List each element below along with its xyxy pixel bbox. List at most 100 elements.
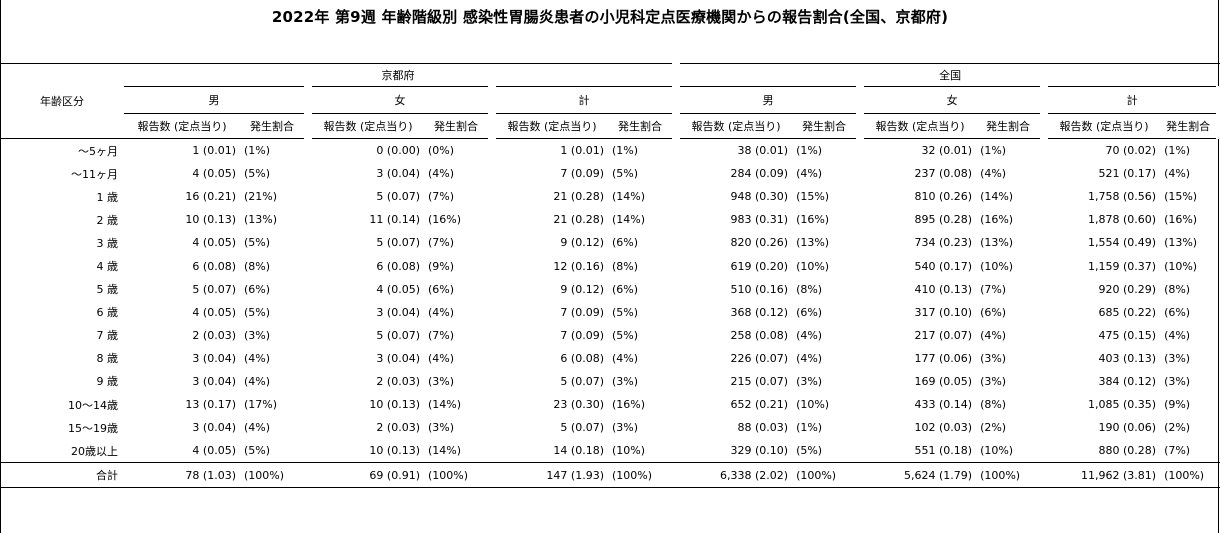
rate-cell: (100%) [1160,462,1220,489]
count-cell: 368 (0.12) [730,305,789,319]
age-label: 〜5ヶ月 [78,144,118,158]
count-cell: 5 (0.07) [376,328,420,342]
right-border [1218,0,1219,533]
rate-cell: (4%) [244,351,271,365]
rate-cell: (5%) [612,305,639,319]
age-label: 2 歳 [96,213,119,227]
age-label: 4 歳 [96,260,119,274]
count-cell: 3 (0.04) [376,351,420,365]
rate-cell: (16%) [428,213,462,227]
rate-cell: (13%) [1164,236,1198,250]
count-cell: 215 (0.07) [730,374,789,388]
rate-cell: (3%) [1164,351,1191,365]
rate-cell: (3%) [428,374,455,388]
rate-cell: (100%) [424,462,492,489]
header-row-region: 年齢区分 京都府 全国 [0,63,1220,139]
age-label: 7 歳 [96,329,119,343]
rate-cell: (10%) [612,444,646,458]
sex-header: 女 [308,86,496,114]
count-cell: 258 (0.08) [730,328,789,342]
rate-cell: (8%) [796,282,823,296]
count-cell: 5 (0.07) [376,190,420,204]
rate-header: 発生割合 [608,113,681,139]
rate-cell: (1%) [796,144,823,158]
rate-cell: (16%) [980,213,1014,227]
rate-cell: (10%) [980,444,1014,458]
rate-cell: (4%) [796,328,823,342]
age-report-table: 年齢区分 京都府 全国男女計男女計報告数 (定点当り) 発生割合 報告数 (定点当り) 発… [0,63,1220,489]
age-label: 1 歳 [96,190,119,204]
count-cell: 190 (0.06) [1098,421,1157,435]
rate-cell: (2%) [1164,421,1191,435]
count-cell: 384 (0.12) [1098,374,1157,388]
sex-header: 計 [1044,86,1220,114]
rate-cell: (21%) [244,190,278,204]
rate-cell: (13%) [244,213,278,227]
count-cell: 1 (0.01) [192,144,236,158]
count-cell: 540 (0.17) [914,259,973,273]
table-row: 2 歳 10 (0.13) (13%) 11 (0.14) (16%) 21 (0.28)… [0,208,1220,231]
sex-header: 男 [124,86,312,114]
count-cell: 329 (0.10) [730,444,789,458]
rate-cell: (3%) [1164,374,1191,388]
rate-cell: (5%) [244,167,271,181]
table-row: 20歳以上 4 (0.05) (5%) 10 (0.13) (14%) 14 (0.18)… [0,439,1220,463]
rate-cell: (4%) [796,351,823,365]
count-cell: 1,758 (0.56) [1088,190,1157,204]
count-cell: 521 (0.17) [1098,167,1157,181]
count-cell: 3 (0.04) [192,351,236,365]
count-cell: 2 (0.03) [376,374,420,388]
age-label: 8 歳 [96,352,119,366]
count-header: 報告数 (定点当り) [308,113,424,139]
rate-cell: (1%) [1164,144,1191,158]
count-cell: 226 (0.07) [730,351,789,365]
rate-cell: (0%) [428,144,455,158]
rate-cell: (4%) [1164,328,1191,342]
age-group-header: 年齢区分 [0,63,124,139]
rate-cell: (4%) [980,328,1007,342]
rate-cell: (3%) [980,374,1007,388]
count-cell: 10 (0.13) [369,398,420,412]
rate-cell: (14%) [428,444,462,458]
rate-cell: (1%) [796,421,823,435]
count-cell: 6 (0.08) [376,259,420,273]
rate-cell: (5%) [244,444,271,458]
count-cell: 284 (0.09) [730,167,789,181]
rate-cell: (7%) [428,236,455,250]
rate-cell: (6%) [796,305,823,319]
rate-cell: (4%) [428,351,455,365]
sex-header: 計 [492,86,681,114]
rate-cell: (14%) [612,213,646,227]
age-label: 〜11ヶ月 [71,167,118,181]
count-cell: 810 (0.26) [914,190,973,204]
count-cell: 10 (0.13) [185,213,236,227]
count-cell: 3 (0.04) [376,305,420,319]
count-cell: 2 (0.03) [192,328,236,342]
count-cell: 70 (0.02) [1105,144,1157,158]
count-cell: 3 (0.04) [192,421,236,435]
rate-cell: (15%) [796,190,830,204]
rate-cell: (5%) [796,444,823,458]
rate-cell: (16%) [612,398,646,412]
rate-header: 発生割合 [792,113,865,139]
rate-cell: (100%) [240,462,308,489]
report-title: 2022年 第9週 年齢階級別 感染性胃腸炎患者の小児科定点医療機関からの報告割… [271,8,949,26]
count-header: 報告数 (定点当り) [124,113,240,139]
rate-cell: (4%) [244,421,271,435]
rate-cell: (6%) [612,236,639,250]
age-label: 6 歳 [96,306,119,320]
rate-cell: (9%) [428,259,455,273]
count-cell: 78 (1.03) [124,462,240,489]
rate-cell: (100%) [792,462,861,489]
count-cell: 4 (0.05) [376,282,420,296]
rate-cell: (3%) [796,374,823,388]
rate-cell: (5%) [244,236,271,250]
table-row: 〜11ヶ月 4 (0.05) (5%) 3 (0.04) (4%) 7 (0.09) (5%… [0,162,1220,185]
count-cell: 7 (0.09) [560,305,604,319]
rate-cell: (9%) [1164,398,1191,412]
count-cell: 88 (0.03) [737,421,789,435]
count-cell: 177 (0.06) [914,351,973,365]
count-cell: 169 (0.05) [914,374,973,388]
count-cell: 9 (0.12) [560,236,604,250]
rate-header: 発生割合 [1160,113,1220,139]
